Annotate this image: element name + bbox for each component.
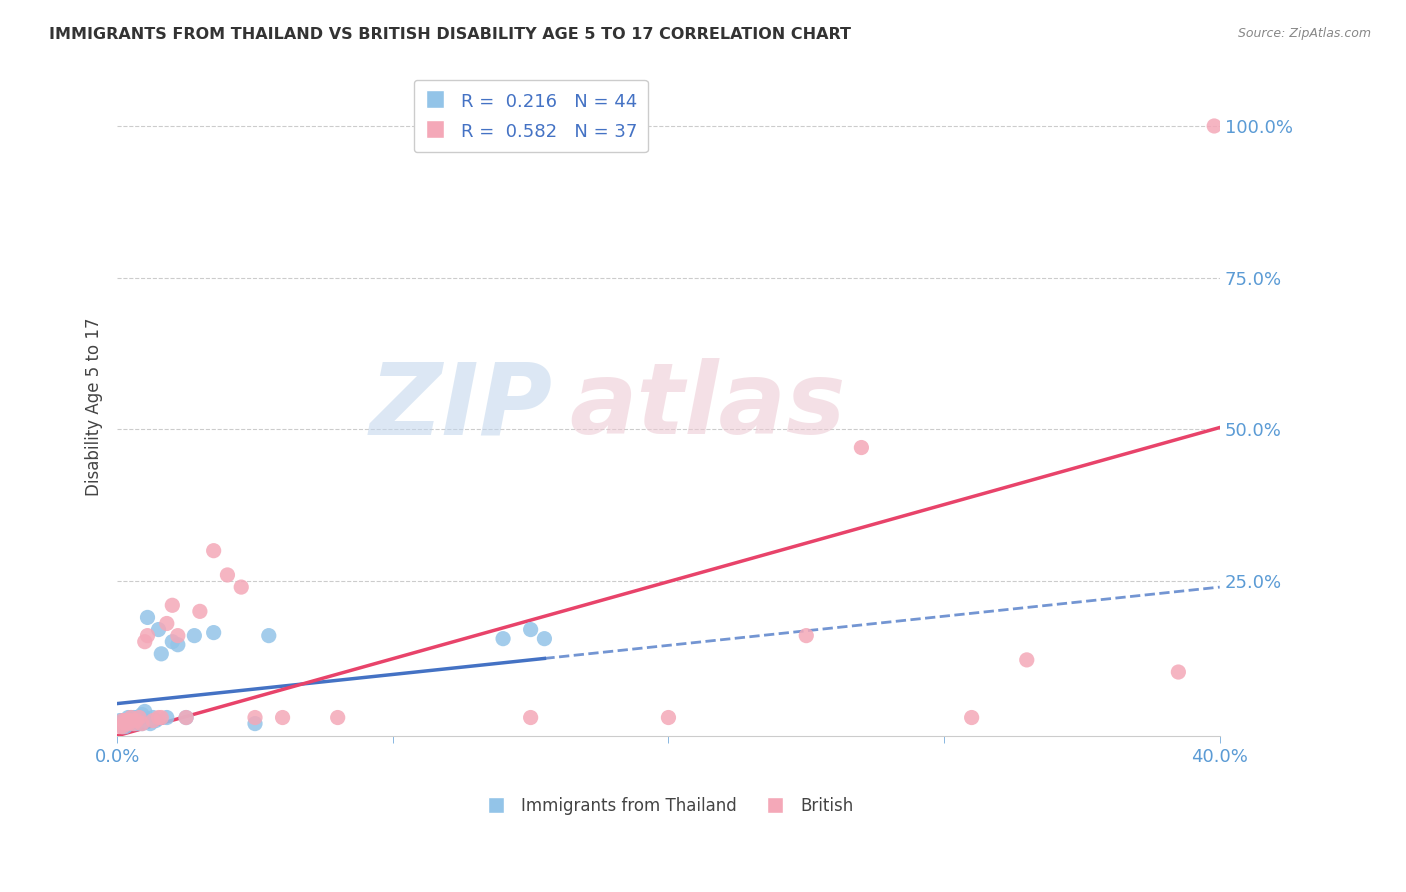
Point: [145, 714, 167, 728]
Point: [131, 716, 153, 731]
Point: [492, 632, 515, 646]
Point: [128, 714, 150, 728]
Point: [174, 710, 197, 724]
Point: [120, 710, 142, 724]
Text: ZIP: ZIP: [370, 358, 553, 455]
Point: [162, 599, 184, 613]
Point: [257, 629, 280, 643]
Point: [111, 720, 134, 734]
Point: [271, 710, 294, 724]
Point: [122, 716, 145, 731]
Point: [120, 714, 142, 728]
Point: [202, 543, 225, 558]
Point: [114, 714, 136, 728]
Point: [142, 710, 165, 724]
Point: [148, 623, 170, 637]
Point: [851, 441, 873, 455]
Point: [122, 710, 145, 724]
Point: [111, 716, 134, 731]
Point: [960, 710, 983, 724]
Point: [108, 720, 131, 734]
Point: [134, 714, 156, 728]
Point: [519, 710, 541, 724]
Point: [114, 716, 136, 731]
Point: [1167, 665, 1189, 679]
Point: [125, 716, 148, 731]
Point: [150, 647, 173, 661]
Point: [162, 634, 184, 648]
Point: [243, 710, 266, 724]
Point: [125, 714, 148, 728]
Point: [111, 720, 134, 734]
Point: [533, 632, 555, 646]
Point: [148, 710, 170, 724]
Point: [657, 710, 679, 724]
Point: [131, 707, 153, 722]
Point: [111, 714, 134, 728]
Point: [202, 625, 225, 640]
Point: [326, 710, 349, 724]
Point: [122, 716, 145, 731]
Point: [166, 638, 188, 652]
Point: [519, 623, 541, 637]
Point: [111, 714, 134, 728]
Point: [117, 714, 139, 728]
Point: [150, 710, 173, 724]
Point: [108, 716, 131, 731]
Point: [134, 634, 156, 648]
Point: [131, 716, 153, 731]
Point: [125, 710, 148, 724]
Point: [142, 714, 165, 728]
Text: Source: ZipAtlas.com: Source: ZipAtlas.com: [1237, 27, 1371, 40]
Legend: Immigrants from Thailand, British: Immigrants from Thailand, British: [477, 790, 860, 822]
Point: [114, 714, 136, 728]
Point: [156, 710, 179, 724]
Point: [120, 716, 142, 731]
Point: [128, 710, 150, 724]
Point: [108, 714, 131, 728]
Point: [117, 714, 139, 728]
Point: [156, 616, 179, 631]
Point: [117, 710, 139, 724]
Point: [122, 714, 145, 728]
Point: [117, 716, 139, 731]
Point: [1204, 119, 1226, 133]
Point: [120, 710, 142, 724]
Point: [120, 714, 142, 728]
Point: [136, 610, 159, 624]
Point: [183, 629, 205, 643]
Point: [139, 716, 162, 731]
Point: [114, 720, 136, 734]
Point: [134, 705, 156, 719]
Point: [174, 710, 197, 724]
Point: [243, 716, 266, 731]
Point: [217, 568, 239, 582]
Y-axis label: Disability Age 5 to 17: Disability Age 5 to 17: [86, 318, 103, 496]
Point: [794, 629, 817, 643]
Point: [125, 714, 148, 728]
Point: [1015, 653, 1038, 667]
Point: [114, 716, 136, 731]
Text: atlas: atlas: [569, 358, 846, 455]
Point: [117, 716, 139, 731]
Point: [128, 710, 150, 724]
Point: [166, 629, 188, 643]
Point: [117, 716, 139, 731]
Point: [188, 604, 211, 618]
Text: IMMIGRANTS FROM THAILAND VS BRITISH DISABILITY AGE 5 TO 17 CORRELATION CHART: IMMIGRANTS FROM THAILAND VS BRITISH DISA…: [49, 27, 851, 42]
Point: [136, 629, 159, 643]
Point: [231, 580, 253, 594]
